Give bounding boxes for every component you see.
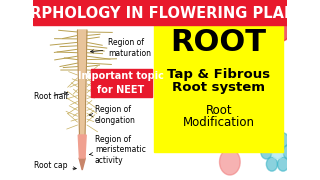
Text: Root hair: Root hair [34, 91, 69, 100]
Text: Important topic
for NEET: Important topic for NEET [78, 71, 164, 95]
Bar [33, 0, 287, 25]
Circle shape [283, 145, 294, 159]
Bar [155, 25, 283, 152]
Circle shape [269, 37, 283, 55]
Circle shape [275, 23, 289, 41]
Circle shape [220, 149, 240, 175]
Text: Tap & Fibrous: Tap & Fibrous [167, 68, 270, 80]
Text: Modification: Modification [183, 116, 255, 129]
Text: ROOT: ROOT [171, 28, 267, 57]
Circle shape [262, 23, 277, 41]
Text: Region of
maturation: Region of maturation [91, 38, 151, 58]
Text: MORPHOLOGY IN FLOWERING PLANTS: MORPHOLOGY IN FLOWERING PLANTS [3, 6, 317, 21]
Polygon shape [77, 30, 87, 158]
Circle shape [272, 145, 283, 159]
Text: Root system: Root system [172, 80, 265, 93]
Circle shape [261, 145, 272, 159]
Text: Root: Root [205, 103, 232, 116]
Bar [91, 69, 152, 97]
Text: Root cap: Root cap [34, 161, 76, 170]
Text: Region of
elongation: Region of elongation [89, 105, 136, 125]
Circle shape [266, 157, 277, 171]
Circle shape [266, 133, 277, 147]
Polygon shape [79, 158, 85, 170]
Polygon shape [78, 135, 86, 158]
Circle shape [277, 133, 289, 147]
Text: Region of
meristematic
activity: Region of meristematic activity [89, 135, 146, 165]
Circle shape [250, 23, 264, 41]
Circle shape [256, 37, 270, 55]
Circle shape [269, 9, 283, 27]
Circle shape [277, 157, 289, 171]
Circle shape [256, 9, 270, 27]
